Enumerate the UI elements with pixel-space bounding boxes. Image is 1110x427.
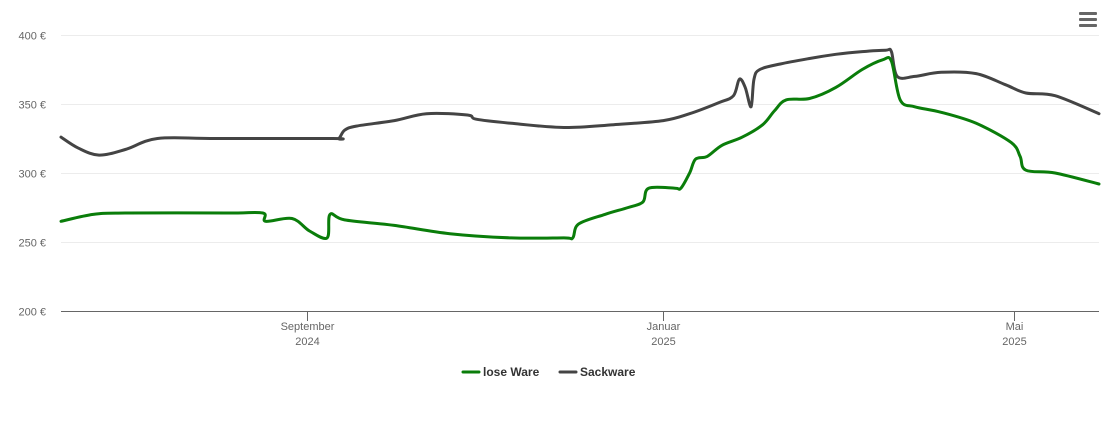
x-tick-label-year: 2025 [1002, 336, 1026, 348]
menu-bar [1079, 12, 1097, 15]
series-line-lose-ware [59, 56, 1101, 241]
x-tick-label-month: Januar [647, 321, 681, 333]
grid-lines [61, 35, 1099, 243]
menu-bar [1079, 18, 1097, 21]
y-tick-label: 250 € [18, 238, 46, 250]
legend-label: Sackware [580, 365, 636, 379]
y-tick-label: 200 € [18, 307, 46, 319]
legend-label: lose Ware [483, 365, 540, 379]
menu-bar [1079, 24, 1097, 27]
y-tick-label: 350 € [18, 100, 46, 112]
y-axis: 200 € 250 € 300 € 350 € 400 € [18, 31, 46, 319]
x-tick-label-month: Mai [1006, 321, 1024, 333]
series-line-sackware [59, 47, 1101, 157]
y-tick-label: 400 € [18, 31, 46, 43]
x-tick-label-year: 2024 [295, 336, 319, 348]
x-tick-label-year: 2025 [651, 336, 675, 348]
y-tick-label: 300 € [18, 169, 46, 181]
legend-item[interactable]: lose Ware [461, 365, 540, 379]
x-axis: September 2024 Januar 2025 Mai 2025 [61, 311, 1099, 348]
legend-item[interactable]: Sackware [558, 365, 636, 379]
series-lines [59, 47, 1101, 241]
x-tick-label-month: September [281, 321, 335, 333]
hamburger-menu-icon[interactable] [1077, 12, 1099, 32]
legend[interactable]: lose Ware Sackware [461, 365, 636, 379]
